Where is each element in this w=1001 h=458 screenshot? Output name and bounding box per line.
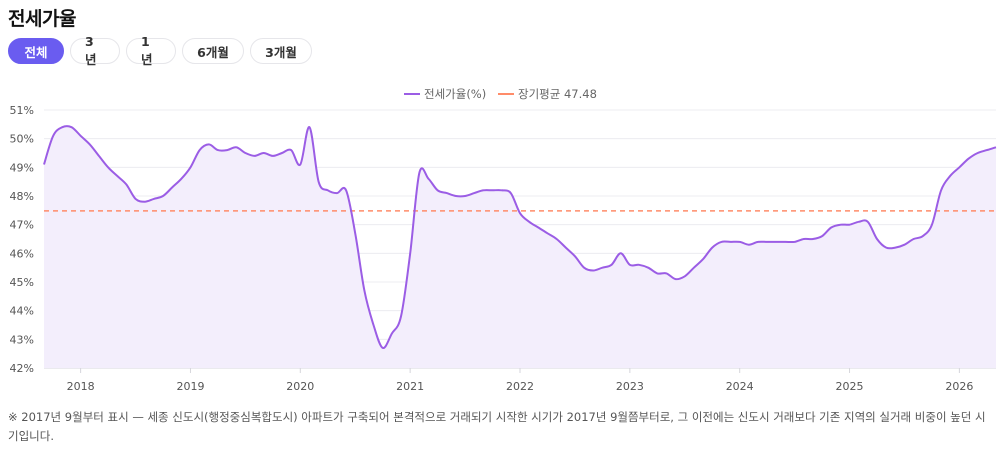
y-axis: 42% 43% 44% 45% 46% 47% 48% 49% 50% 51% [10, 104, 34, 375]
y-tick-label: 45% [10, 276, 34, 289]
ratio-series-line [43, 125, 997, 349]
tab-1y[interactable]: 1년 [126, 34, 176, 67]
y-tick-label: 48% [10, 190, 34, 203]
x-tick-label: 2022 [506, 380, 534, 393]
x-tick-label: 2018 [67, 380, 95, 393]
legend-average-label: 장기평균 47.48 [518, 87, 597, 101]
period-tabs: 전체 3년 1년 6개월 3개월 [8, 34, 312, 67]
y-tick-label: 51% [10, 104, 34, 117]
jeonse-ratio-chart: 전세가율(%) 장기평균 47.48 42% 43% 44% 45% 46% 47% 48%… [10, 87, 997, 393]
legend: 전세가율(%) 장기평균 47.48 [404, 87, 597, 101]
tab-3m[interactable]: 3개월 [250, 38, 312, 64]
x-tick-label: 2024 [726, 380, 754, 393]
y-tick-label: 43% [10, 333, 34, 346]
legend-ratio-label: 전세가율(%) [424, 87, 486, 101]
x-tick-label: 2019 [176, 380, 204, 393]
page-title: 전세가율 [8, 8, 76, 30]
x-tick-label: 2021 [396, 380, 424, 393]
tab-all[interactable]: 전체 [8, 38, 64, 64]
tab-6m[interactable]: 6개월 [182, 38, 244, 64]
y-tick-label: 47% [10, 219, 34, 232]
x-tick-label: 2023 [616, 380, 644, 393]
ratio-area-fill [44, 126, 996, 369]
x-axis: 2018 2019 2020 2021 2022 2023 2024 2025 2026 [44, 367, 996, 393]
footnote: ※ 2017년 9월부터 표시 — 세종 신도시(행정중심복합도시) 아파트가 … [8, 410, 986, 443]
y-tick-label: 44% [10, 305, 34, 318]
tab-3y[interactable]: 3년 [70, 34, 120, 67]
x-tick-label: 2020 [286, 380, 314, 393]
y-tick-label: 46% [10, 247, 34, 260]
y-tick-label: 42% [10, 362, 34, 375]
x-tick-label: 2026 [945, 380, 973, 393]
y-tick-label: 49% [10, 161, 34, 174]
x-tick-label: 2025 [836, 380, 864, 393]
y-tick-label: 50% [10, 133, 34, 146]
